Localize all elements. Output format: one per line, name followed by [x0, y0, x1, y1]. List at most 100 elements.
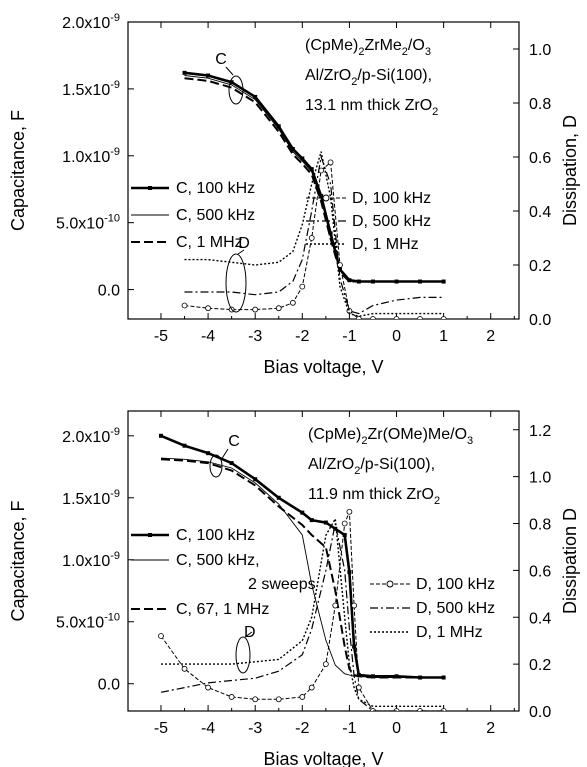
legend-label: C, 500 kHz, [176, 552, 260, 569]
y2-tick-label: 0.0 [529, 704, 551, 721]
y2-tick-label: 0.6 [529, 150, 551, 167]
y-tick-label: 5.0x10-10 [56, 612, 120, 632]
annotation-line1: (CpMe)2Zr(OMe)Me/O3 [308, 426, 473, 447]
data-point [323, 662, 328, 667]
data-point [206, 306, 211, 311]
annotation-line2: Al/ZrO2/p-Si(100), [305, 67, 432, 88]
data-point [356, 317, 361, 322]
chart-panel-2: -5 -4 -3 -2 -1 0 1 2Bias voltage, V0.05.0x10-10… [8, 411, 580, 767]
y-tick-label: 1.5x10-9 [62, 488, 120, 508]
x-axis-label: Bias voltage, V [263, 357, 383, 377]
callout-leader [221, 449, 228, 460]
data-point [418, 317, 423, 322]
callout-ellipse [236, 637, 250, 673]
y-tick-label: 0.0 [98, 677, 120, 694]
y-tick-label: 0.0 [98, 283, 120, 300]
y-tick-label: 1.0x10-9 [62, 550, 120, 570]
data-point [370, 317, 375, 322]
data-point [290, 300, 295, 305]
data-point [300, 284, 305, 289]
y2-tick-label: 0.8 [529, 96, 551, 113]
y-tick-label: 5.0x10-10 [56, 213, 120, 233]
legend-label: D, 1 MHz [416, 624, 483, 641]
data-point [183, 71, 187, 75]
y2-tick-label: 0.2 [529, 258, 551, 275]
data-point [300, 511, 304, 515]
data-point [276, 697, 281, 702]
data-point [183, 444, 187, 448]
data-point [158, 634, 163, 639]
legend-label: C, 500 kHz [176, 207, 255, 224]
data-point [206, 74, 210, 78]
y2-axis-label: Dissipation, D [560, 115, 580, 226]
data-point [300, 694, 305, 699]
legend-label: C, 67, 1 MHz [176, 601, 269, 618]
y2-tick-label: 1.0 [529, 42, 551, 59]
x-tick-label: -3 [248, 328, 262, 345]
data-point [333, 603, 338, 608]
x-tick-label: 2 [486, 720, 495, 737]
data-point [229, 694, 234, 699]
x-tick-label: 0 [392, 328, 401, 345]
data-point [182, 666, 187, 671]
callout-label: D [244, 624, 256, 641]
y-tick-label: 2.0x10-9 [62, 12, 120, 32]
x-tick-label: -2 [295, 328, 309, 345]
legend-marker [387, 581, 393, 587]
annotation-line3: 11.9 nm thick ZrO2 [308, 486, 440, 507]
legend-label: D, 500 kHz [416, 600, 495, 617]
x-tick-label: 0 [392, 720, 401, 737]
y2-tick-label: 0.4 [529, 610, 551, 627]
x-tick-label: -3 [248, 720, 262, 737]
data-point [253, 477, 257, 481]
y-axis-label: Capacitance, F [8, 500, 28, 621]
legend-label: C, 100 kHz [176, 527, 255, 544]
chart-panel-1: -5 -4 -3 -2 -1 0 1 2Bias voltage, V0.05.0x10-10… [8, 12, 580, 377]
x-axis-label: Bias voltage, V [263, 749, 383, 767]
callout-label: C [215, 51, 227, 68]
annotation-line3: 13.1 nm thick ZrO2 [305, 97, 438, 118]
annotation-line2: Al/ZrO2/p-Si(100), [308, 456, 435, 477]
data-point [276, 306, 281, 311]
y2-tick-label: 0.6 [529, 563, 551, 580]
data-point [230, 461, 234, 465]
data-point [206, 685, 211, 690]
x-tick-label: -4 [201, 328, 215, 345]
legend-label: D, 1 MHz [352, 236, 419, 253]
data-point [309, 236, 314, 241]
y2-tick-label: 0.2 [529, 657, 551, 674]
y2-tick-label: 0.4 [529, 204, 551, 221]
legend-label: C, 1 MHz [176, 234, 243, 251]
data-point [352, 645, 356, 649]
legend-marker [323, 195, 329, 201]
x-tick-label: 1 [439, 328, 448, 345]
x-tick-label: -2 [295, 720, 309, 737]
legend-label: D, 100 kHz [352, 190, 431, 207]
y2-tick-label: 0.0 [529, 312, 551, 329]
data-point [342, 521, 347, 526]
x-tick-label: -1 [342, 328, 356, 345]
y2-axis-label: Dissipation D [560, 508, 580, 614]
x-tick-label: 2 [486, 328, 495, 345]
y2-tick-label: 1.0 [529, 470, 551, 487]
data-point [206, 451, 210, 455]
legend-label: 2 sweeps [248, 576, 316, 593]
data-point [441, 317, 446, 322]
data-point [328, 160, 333, 165]
data-point [309, 685, 314, 690]
data-point [182, 303, 187, 308]
callout-leader [226, 67, 233, 75]
data-point [347, 509, 352, 514]
data-point [324, 521, 328, 525]
x-tick-label: -4 [201, 720, 215, 737]
data-point [352, 603, 357, 608]
data-point [394, 317, 399, 322]
data-point [253, 307, 258, 312]
x-tick-label: -5 [154, 720, 168, 737]
y2-tick-label: 1.2 [529, 423, 551, 440]
y-tick-label: 1.5x10-9 [62, 79, 120, 99]
y2-tick-label: 0.8 [529, 517, 551, 534]
legend-label: D, 500 kHz [352, 213, 431, 230]
x-tick-label: -1 [342, 720, 356, 737]
